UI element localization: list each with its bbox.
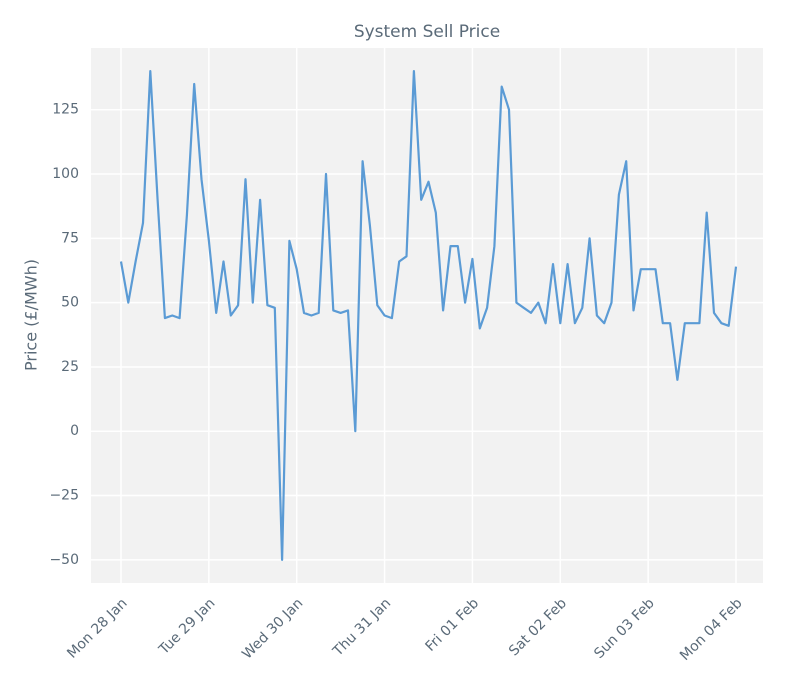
y-tick-label: −25: [49, 488, 79, 504]
y-tick-label: 75: [61, 230, 79, 246]
y-tick-label: 50: [61, 295, 79, 311]
y-tick-label: 100: [52, 166, 79, 182]
x-tick-label: Sun 03 Feb: [591, 595, 658, 662]
y-tick-label: 0: [70, 423, 79, 439]
y-axis-label: Price (£/MWh): [22, 259, 41, 371]
x-tick-label: Fri 01 Feb: [423, 595, 483, 655]
x-tick-label: Sat 02 Feb: [506, 595, 570, 659]
x-tick-label: Thu 31 Jan: [329, 595, 394, 660]
x-tick-label: Mon 04 Feb: [677, 595, 746, 664]
y-tick-label: 25: [61, 359, 79, 375]
x-tick-label: Tue 29 Jan: [155, 595, 218, 658]
x-tick-label: Mon 28 Jan: [64, 595, 130, 661]
y-tick-label: −50: [49, 552, 79, 568]
y-tick-label: 125: [52, 102, 79, 118]
chart-title: System Sell Price: [354, 22, 500, 42]
x-tick-label: Wed 30 Jan: [239, 595, 306, 662]
line-series: [119, 70, 738, 561]
plot-area: [91, 48, 763, 583]
